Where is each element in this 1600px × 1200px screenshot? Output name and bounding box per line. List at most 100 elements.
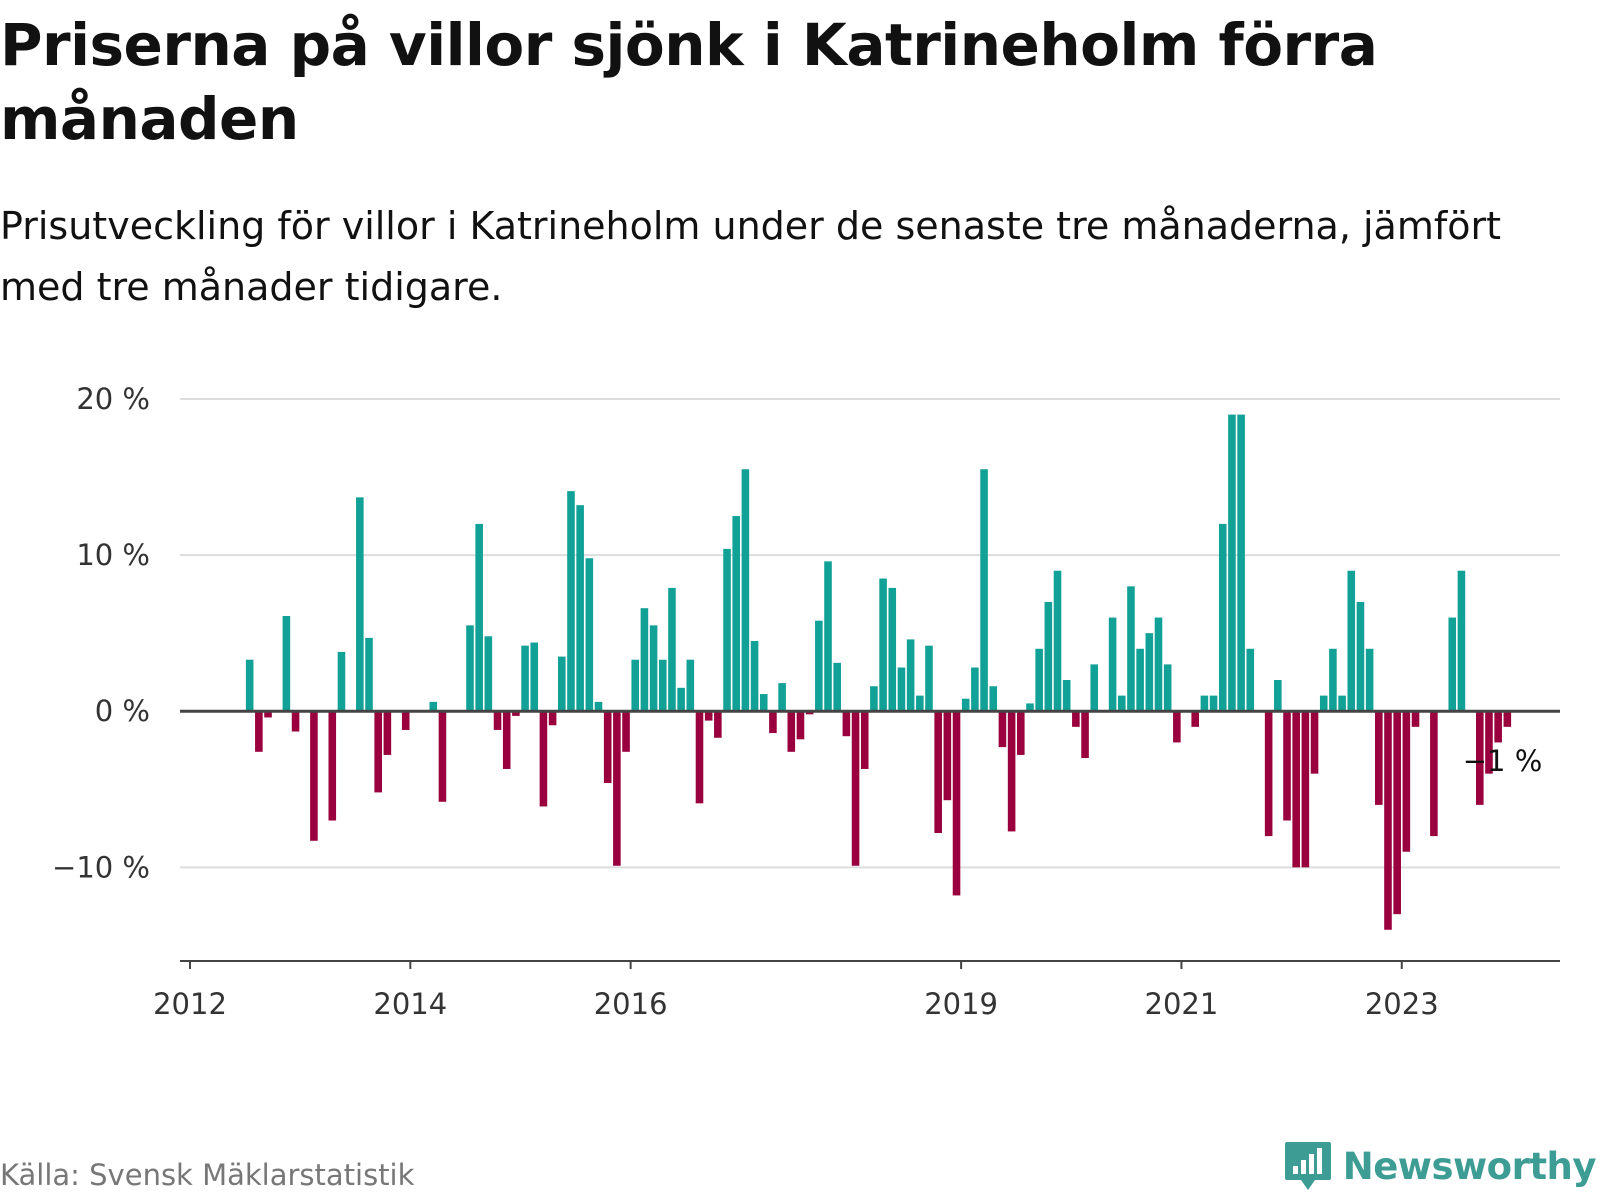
bar (328, 711, 337, 821)
bar (1430, 711, 1438, 837)
bar (548, 711, 557, 726)
bar (640, 608, 649, 712)
bar (833, 662, 841, 712)
bar (906, 639, 915, 712)
bar (971, 667, 979, 712)
bar (356, 497, 364, 712)
bar (1329, 648, 1337, 712)
bar (714, 711, 722, 738)
bar (1191, 711, 1199, 727)
bar (383, 711, 392, 755)
bar (1347, 570, 1356, 712)
bar (1218, 523, 1227, 712)
bar (512, 711, 520, 716)
brand[interactable]: Newsworthy (1283, 1140, 1597, 1192)
bar (658, 659, 667, 712)
bar (1053, 570, 1062, 712)
bar (778, 683, 786, 712)
bar (1356, 601, 1365, 712)
bar (622, 711, 630, 752)
bar (1228, 414, 1236, 712)
bar (860, 711, 869, 769)
bar (291, 711, 300, 732)
annotations: −1 % (1463, 744, 1543, 778)
bar (1375, 711, 1383, 805)
bar (1154, 617, 1163, 712)
bar (1503, 711, 1512, 727)
bar (484, 636, 493, 712)
bar (1035, 648, 1043, 712)
bar (1127, 586, 1135, 712)
bar (1264, 711, 1273, 837)
bar (337, 651, 346, 712)
bar (704, 711, 713, 721)
bar (1209, 695, 1218, 712)
bar (1393, 711, 1401, 915)
y-tick-label: −10 % (52, 850, 150, 884)
bar (750, 640, 759, 712)
bar (1301, 711, 1310, 868)
bar (1237, 414, 1245, 712)
bar (1384, 711, 1392, 930)
bar (1163, 664, 1172, 712)
bar (1292, 711, 1300, 868)
bar (732, 516, 740, 712)
bar (1081, 711, 1089, 759)
bar (594, 701, 603, 712)
bar (1136, 648, 1144, 712)
y-tick-label: 0 % (95, 694, 150, 728)
bar (1145, 633, 1154, 712)
page-title: Priserna på villor sjönk i Katrineholm f… (0, 11, 1378, 153)
bar (1457, 570, 1466, 712)
bar (1274, 680, 1282, 712)
bar (374, 711, 382, 793)
bar (1411, 711, 1420, 727)
bar (741, 469, 750, 712)
bar (1365, 648, 1374, 712)
bar (438, 711, 447, 802)
last-value-label: −1 % (1463, 744, 1543, 778)
bar (502, 711, 511, 769)
bar (613, 711, 621, 866)
bar (649, 625, 658, 712)
x-tick-label: 2012 (153, 987, 227, 1021)
bar (980, 469, 988, 712)
bar (916, 695, 924, 712)
bar (943, 711, 952, 801)
x-tick-label: 2014 (373, 987, 447, 1021)
page-subtitle: Prisutveckling för villor i Katrineholm … (0, 204, 1501, 309)
grid-lines (180, 398, 1560, 869)
bar (998, 711, 1007, 748)
bar (1402, 711, 1411, 852)
bar (787, 711, 796, 752)
bar (1476, 711, 1484, 805)
bar (934, 711, 942, 833)
bar (805, 711, 814, 715)
bar (264, 711, 272, 718)
x-axis-ticks: 2012 2014 2016 2019 2021 2023 (153, 961, 1439, 1021)
bar (879, 578, 887, 712)
bar (897, 667, 906, 712)
bar (1283, 711, 1291, 821)
x-tick-label: 2016 (594, 987, 668, 1021)
bar (888, 587, 897, 712)
source-note: Källa: Svensk Mäklarstatistik (0, 1158, 415, 1192)
bar (466, 625, 474, 712)
bar (1044, 601, 1053, 712)
bar (1062, 680, 1071, 712)
newsworthy-logo-icon (1284, 1142, 1331, 1190)
x-tick-label: 2021 (1145, 987, 1219, 1021)
bar (365, 637, 373, 712)
bar (1090, 664, 1099, 712)
y-tick-label: 10 % (76, 538, 150, 572)
bar (815, 620, 823, 712)
bar (1246, 648, 1255, 712)
bar (769, 711, 777, 734)
bar (1072, 711, 1080, 727)
bar (1007, 711, 1016, 832)
bar (1017, 711, 1025, 755)
bar (989, 686, 998, 712)
bar (539, 711, 548, 807)
bar (1117, 695, 1126, 712)
